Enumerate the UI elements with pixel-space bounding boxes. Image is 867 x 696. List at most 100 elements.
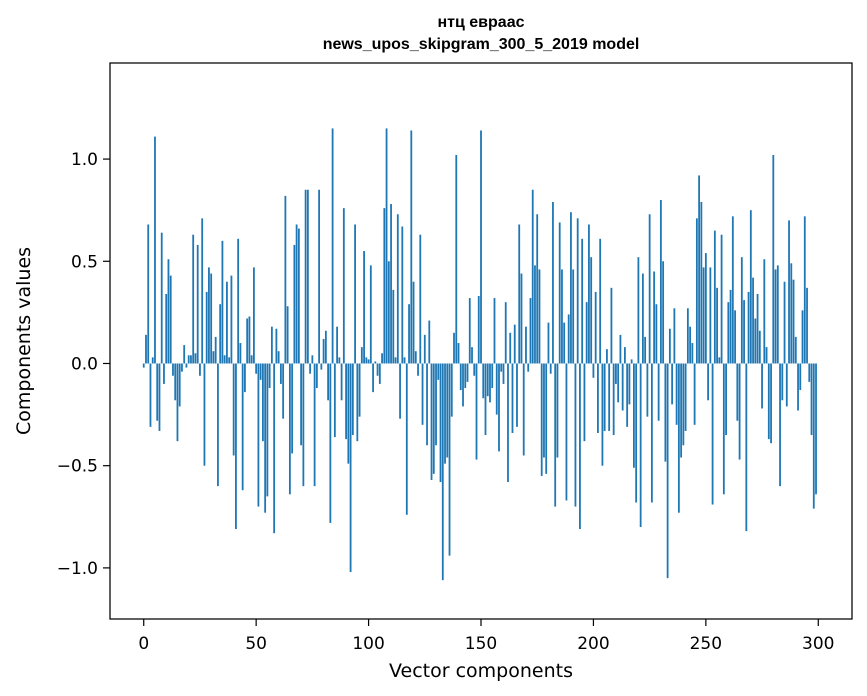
bar-24 (196, 244, 199, 364)
bar-126 (426, 363, 428, 446)
bar-294 (803, 216, 806, 364)
bar-288 (790, 263, 793, 364)
bar-163 (509, 332, 512, 364)
bar-245 (693, 363, 696, 425)
bar-179 (545, 363, 548, 474)
bar-6 (156, 363, 159, 421)
bar-298 (812, 363, 815, 509)
bar-264 (736, 363, 739, 421)
bar-25 (199, 363, 201, 376)
bar-192 (574, 363, 577, 507)
bar-129 (432, 363, 435, 474)
bar-104 (376, 363, 379, 376)
bar-161 (504, 302, 507, 364)
bar-151 (482, 363, 485, 399)
bar-228 (655, 304, 658, 364)
y-tick-label: 1.0 (71, 150, 98, 170)
bar-71 (302, 363, 305, 487)
bar-99 (365, 357, 368, 364)
bar-254 (713, 230, 716, 364)
bar-61 (279, 363, 282, 384)
bar-164 (511, 363, 514, 433)
bar-15 (176, 363, 179, 442)
bar-219 (635, 363, 638, 503)
bar-51 (257, 363, 260, 507)
bar-299 (815, 363, 817, 495)
bar-91 (347, 363, 350, 464)
bar-145 (468, 298, 471, 364)
bar-290 (794, 336, 797, 364)
bar-154 (489, 363, 491, 403)
bar-275 (761, 363, 763, 409)
bar-73 (306, 189, 309, 364)
bar-222 (641, 273, 644, 364)
bar-120 (412, 281, 415, 364)
bar-85 (333, 363, 336, 438)
bar-266 (740, 257, 743, 364)
bar-59 (275, 328, 278, 364)
bar-224 (646, 363, 649, 417)
bar-86 (336, 326, 338, 364)
bar-201 (594, 291, 597, 364)
bar-134 (444, 363, 446, 464)
bar-56 (268, 363, 271, 389)
bar-115 (401, 226, 404, 364)
bar-103 (374, 361, 377, 364)
bar-256 (718, 357, 721, 364)
bar-277 (765, 347, 768, 364)
bar-29 (208, 267, 210, 364)
bar-205 (603, 363, 606, 431)
bar-32 (214, 336, 217, 364)
bar-198 (588, 224, 590, 364)
bar-105 (378, 363, 381, 384)
bar-210 (615, 363, 617, 384)
bar-90 (345, 363, 347, 440)
bar-127 (428, 320, 431, 364)
bar-291 (797, 363, 799, 411)
bar-153 (486, 363, 489, 397)
bar-37 (226, 281, 228, 364)
y-tick-label: −1.0 (57, 559, 98, 579)
y-tick-label: 0.0 (71, 354, 98, 374)
bar-226 (650, 363, 653, 503)
bar-234 (668, 328, 671, 364)
bar-247 (698, 175, 700, 364)
bar-162 (507, 363, 509, 483)
bar-206 (606, 349, 608, 364)
bar-230 (659, 199, 662, 364)
bar-279 (770, 363, 772, 444)
bar-0 (142, 363, 145, 368)
bar-250 (704, 253, 707, 364)
x-tick-label: 250 (690, 634, 722, 654)
bar-39 (230, 275, 233, 364)
bar-215 (626, 363, 629, 427)
chart-title-line-2: news_upos_skipgram_300_5_2019 model (322, 36, 640, 53)
bar-112 (394, 357, 397, 364)
bar-45 (244, 363, 246, 393)
bar-209 (612, 363, 615, 436)
bar-165 (513, 324, 516, 364)
bar-49 (253, 267, 255, 364)
bar-193 (576, 218, 579, 364)
bar-2 (147, 224, 150, 364)
bar-202 (597, 363, 599, 433)
bar-271 (752, 277, 754, 364)
bar-225 (648, 214, 651, 364)
bar-16 (178, 363, 181, 407)
bar-131 (437, 363, 440, 380)
bar-180 (547, 322, 550, 364)
bar-9 (163, 363, 165, 384)
bar-79 (320, 363, 323, 370)
bar-221 (639, 363, 642, 528)
bar-274 (758, 330, 761, 364)
bar-175 (536, 214, 539, 364)
bar-84 (331, 128, 334, 364)
bar-263 (734, 310, 736, 364)
bar-155 (491, 363, 494, 389)
bar-3 (149, 363, 152, 427)
bar-38 (228, 357, 231, 364)
bar-35 (221, 240, 224, 364)
bar-243 (689, 326, 692, 364)
bar-83 (329, 363, 332, 523)
bar-144 (466, 363, 469, 382)
